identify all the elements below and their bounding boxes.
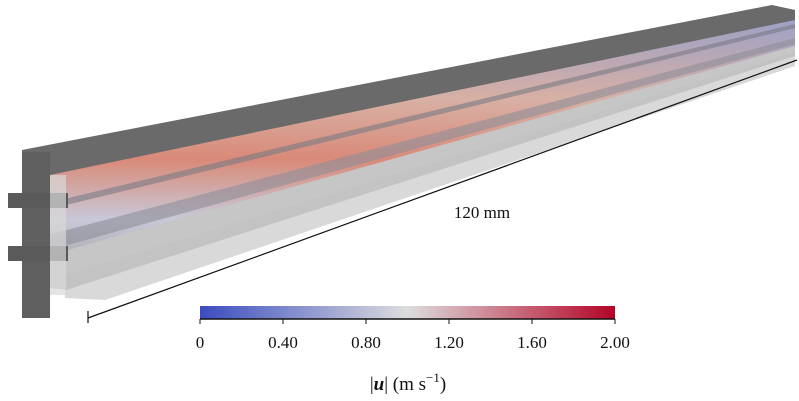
colorbar-tick-label: 1.20 — [434, 333, 464, 352]
colorbar-tick-label: 1.60 — [517, 333, 547, 352]
colorbar-label: |u| (m s−1) — [370, 370, 446, 395]
channel-render — [8, 5, 795, 318]
colorbar-gradient — [200, 306, 615, 319]
colorbar: |u| (m s−1) 0 0.40 0.80 1.20 1.60 2.00 — [196, 306, 630, 395]
colorbar-tick-label: 2.00 — [600, 333, 630, 352]
colorbar-tick-label: 0 — [196, 333, 205, 352]
colorbar-tick-label: 0.40 — [268, 333, 298, 352]
dimension: 120 mm — [87, 59, 798, 323]
dimension-label: 120 mm — [454, 203, 510, 222]
colorbar-tick-label: 0.80 — [351, 333, 381, 352]
